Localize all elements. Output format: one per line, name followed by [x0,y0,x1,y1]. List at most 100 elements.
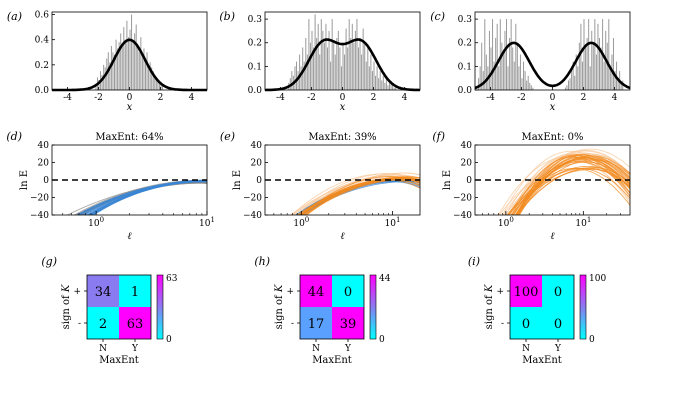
hist-bar [347,47,349,90]
x-axis-label: ℓ [550,231,554,242]
hist-bar [132,42,134,90]
hist-bar [583,19,585,90]
heatmap-value: 17 [308,317,325,332]
hist-bar [516,42,518,90]
heatmap-cell [510,275,542,307]
x-axis-label: ℓ [340,231,344,242]
y-tick-label: −40 [243,211,262,221]
hist-panel: -4 -2 0 2 4 0.0 0.1 0.2 0.3 x (c) [430,10,631,113]
x-tick-label: -2 [517,93,526,103]
hist-bar [384,82,386,90]
x-tick-label: 2 [581,93,587,103]
hist-bar [104,67,106,90]
x-category-label: Y [344,344,352,354]
y-tick-label: −40 [453,211,472,221]
curve-series-group [498,148,630,215]
chart-title: MaxEnt: 39% [308,132,376,143]
hist-bar [308,19,310,90]
y-tick-label: 0.0 [35,86,50,96]
hist-bar [519,54,521,90]
x-tick-label: -4 [276,93,285,103]
curve-line [508,161,630,215]
hist-panel: -4 -2 0 2 4 0.0 0.2 0.4 0.6 x (a) [7,10,208,113]
hist-bar [309,42,311,90]
hist-bar [510,19,512,90]
curve-line [511,156,630,215]
hist-bar [612,38,614,90]
colorbar-min-label: 0 [379,335,385,345]
colorbar [369,274,377,340]
curve-line [297,173,420,215]
x-tick-label: 0 [340,93,346,103]
x-tick-label: -2 [94,93,103,103]
hist-bar [365,61,367,90]
y-category-label: - [501,319,504,329]
hist-bar [390,82,392,90]
x-tick-label: 2 [158,93,164,103]
hist-bar [333,42,335,90]
hist-bar [600,47,602,90]
curve-line [292,172,420,215]
x-tick-label: 2 [371,93,377,103]
hist-bar [499,19,501,90]
curve-line [86,180,207,215]
hist-bar [502,54,504,90]
hist-bar [149,62,151,90]
y-tick-label: 40 [251,141,263,151]
heatmap-cell [300,307,332,339]
hist-bar [134,33,136,90]
heatmap-value: 0 [554,285,562,300]
heatmap-frame [86,274,152,340]
hist-bar [356,19,358,90]
x-tick-label: 101 [199,216,215,229]
y-tick-label: 0.4 [35,36,50,46]
hist-bar [294,66,296,90]
hist-bar [572,61,574,90]
y-tick-label: 40 [461,141,473,151]
hist-bar [101,74,103,90]
hist-bar [112,52,114,90]
hist-bar [515,23,517,90]
hist-bar [376,66,378,90]
curve-line [300,176,420,215]
hist-bar [330,61,332,90]
heatmap-cell [332,307,364,339]
hist-bar [151,67,153,90]
hist-bar [328,30,330,91]
hist-bar [498,66,500,90]
y-category-label: + [496,287,504,297]
hist-bar [296,61,297,90]
hist-bar [518,66,520,90]
hist-bar [361,54,363,90]
hist-bar [334,54,336,90]
heatmap-frame [299,274,365,340]
hist-bar [575,54,577,90]
hist-bar [146,52,148,90]
x-axis-label: x [127,102,133,113]
hist-bar [599,38,600,90]
hist-bar [131,14,133,90]
hist-bar [501,42,503,90]
hist-bar [371,71,373,90]
hist-bar [586,38,588,90]
x-category-label: N [312,344,320,354]
hist-bar [385,78,387,90]
hist-bar [303,61,305,90]
panel-label: (c) [430,10,445,23]
curve-line [87,180,207,215]
hist-bar [152,71,154,90]
hist-bar [337,30,339,91]
y-category-label: - [78,319,81,329]
heatmap-cell [542,275,574,307]
heatmap-cell [542,307,574,339]
hist-bar [387,85,389,90]
hist-bar [580,23,582,90]
hist-bar [620,82,622,90]
panel-label: (i) [468,255,480,268]
x-category-label: N [522,344,530,354]
hist-bar [368,66,370,90]
hist-bar [507,66,509,90]
x-category-label: Y [131,344,139,354]
